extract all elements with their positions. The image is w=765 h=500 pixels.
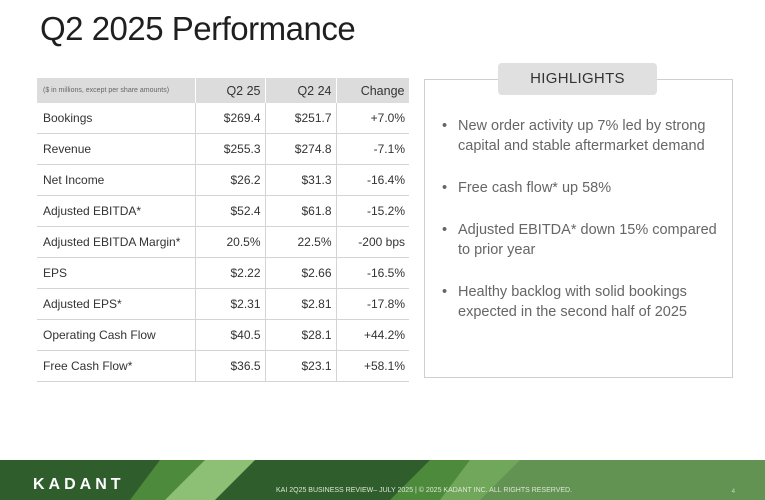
row-q2-24-value: $31.3 (265, 164, 337, 196)
row-change-value: -200 bps (336, 226, 409, 258)
row-metric: Adjusted EBITDA Margin* (37, 226, 196, 258)
row-change-value: +7.0% (336, 103, 409, 134)
highlight-item: • Adjusted EBITDA* down 15% compared to … (440, 220, 724, 260)
row-change-value: -15.2% (336, 195, 409, 227)
table-row: EPS $2.22 $2.66 -16.5% (37, 257, 409, 289)
column-header-change: Change (336, 78, 410, 103)
highlight-item: • Free cash flow* up 58% (440, 178, 724, 198)
bullet-icon: • (442, 180, 448, 196)
table-row: Net Income $26.2 $31.3 -16.4% (37, 164, 409, 196)
table-row: Adjusted EBITDA* $52.4 $61.8 -15.2% (37, 195, 409, 227)
row-change-value: -16.4% (336, 164, 409, 196)
row-change-value: -17.8% (336, 288, 409, 320)
footer-stripe (130, 460, 205, 500)
row-change-value: -7.1% (336, 133, 409, 165)
row-metric: Operating Cash Flow (37, 319, 196, 351)
table-row: Operating Cash Flow $40.5 $28.1 +44.2% (37, 319, 409, 351)
table-row: Bookings $269.4 $251.7 +7.0% (37, 103, 409, 134)
column-header-units: ($ in millions, except per share amounts… (37, 78, 196, 103)
footer-stripe (165, 460, 255, 500)
column-header-q2-25: Q2 25 (195, 78, 266, 103)
row-q2-24-value: $2.81 (265, 288, 337, 320)
highlights-list: • New order activity up 7% led by strong… (440, 116, 724, 344)
bullet-icon: • (442, 222, 448, 238)
row-q2-24-value: $23.1 (265, 350, 337, 382)
row-q2-24-value: $251.7 (265, 103, 337, 134)
row-q2-25-value: $2.22 (195, 257, 266, 289)
highlight-text: New order activity up 7% led by strong c… (458, 118, 706, 154)
row-metric: EPS (37, 257, 196, 289)
highlight-item: • Healthy backlog with solid bookings ex… (440, 282, 724, 322)
row-q2-25-value: $269.4 (195, 103, 266, 134)
row-change-value: +58.1% (336, 350, 409, 382)
row-q2-24-value: 22.5% (265, 226, 337, 258)
row-q2-25-value: 20.5% (195, 226, 266, 258)
highlights-panel (424, 79, 733, 378)
row-change-value: -16.5% (336, 257, 409, 289)
bullet-icon: • (442, 118, 448, 134)
row-q2-25-value: $2.31 (195, 288, 266, 320)
kadant-logo: KADANT (33, 476, 125, 493)
row-metric: Adjusted EPS* (37, 288, 196, 320)
row-metric: Revenue (37, 133, 196, 165)
performance-table: ($ in millions, except per share amounts… (37, 78, 410, 382)
footer-bar: KADANT KAI 2Q25 BUSINESS REVIEW– JULY 20… (0, 460, 765, 500)
row-metric: Adjusted EBITDA* (37, 195, 196, 227)
highlights-header: HIGHLIGHTS (498, 63, 657, 95)
footer-stripes (130, 460, 765, 500)
table-row: Revenue $255.3 $274.8 -7.1% (37, 133, 409, 165)
bullet-icon: • (442, 284, 448, 300)
highlight-item: • New order activity up 7% led by strong… (440, 116, 724, 156)
table-row: Adjusted EBITDA Margin* 20.5% 22.5% -200… (37, 226, 409, 258)
highlight-text: Healthy backlog with solid bookings expe… (458, 284, 687, 320)
slide-title: Q2 2025 Performance (40, 10, 356, 47)
row-q2-25-value: $255.3 (195, 133, 266, 165)
footer-copyright: KAI 2Q25 BUSINESS REVIEW– JULY 2025 | © … (276, 487, 573, 494)
row-change-value: +44.2% (336, 319, 409, 351)
footer-stripe (440, 460, 765, 500)
row-metric: Free Cash Flow* (37, 350, 196, 382)
column-header-q2-24: Q2 24 (265, 78, 337, 103)
table-header-row: ($ in millions, except per share amounts… (37, 78, 410, 103)
row-q2-24-value: $61.8 (265, 195, 337, 227)
row-q2-25-value: $52.4 (195, 195, 266, 227)
row-metric: Net Income (37, 164, 196, 196)
row-q2-25-value: $36.5 (195, 350, 266, 382)
row-q2-24-value: $28.1 (265, 319, 337, 351)
highlight-text: Free cash flow* up 58% (458, 180, 612, 196)
table-row: Free Cash Flow* $36.5 $23.1 +58.1% (37, 350, 409, 382)
row-q2-24-value: $2.66 (265, 257, 337, 289)
highlight-text: Adjusted EBITDA* down 15% compared to pr… (458, 222, 717, 258)
row-q2-25-value: $40.5 (195, 319, 266, 351)
row-metric: Bookings (37, 103, 196, 134)
table-row: Adjusted EPS* $2.31 $2.81 -17.8% (37, 288, 409, 320)
page-number: 4 (731, 489, 735, 495)
row-q2-25-value: $26.2 (195, 164, 266, 196)
row-q2-24-value: $274.8 (265, 133, 337, 165)
